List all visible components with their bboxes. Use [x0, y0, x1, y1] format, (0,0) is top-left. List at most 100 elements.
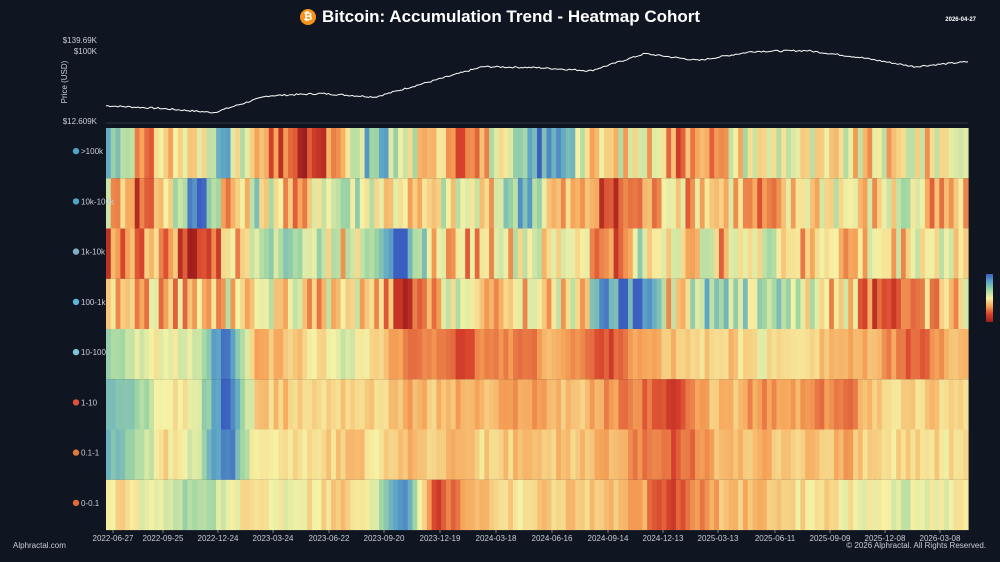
heat-cell — [441, 429, 447, 480]
heat-cell — [829, 178, 835, 229]
heat-cell — [106, 228, 112, 279]
heat-cell — [776, 178, 782, 229]
heat-cell — [637, 479, 643, 531]
heat-cell — [216, 128, 222, 179]
heat-cell — [714, 228, 720, 279]
heat-cell — [738, 278, 744, 330]
heat-cell — [129, 128, 136, 179]
heat-cell — [762, 329, 768, 380]
heat-cell — [259, 329, 265, 380]
heat-cell — [805, 278, 811, 330]
heat-cell — [216, 429, 222, 480]
heat-cell — [948, 379, 955, 430]
heat-cell — [311, 429, 318, 480]
heat-cell — [814, 479, 821, 531]
heat-cell — [192, 479, 198, 531]
heat-cell — [484, 379, 490, 430]
heat-cell — [446, 329, 452, 380]
heat-cell — [728, 278, 734, 330]
heat-cell — [446, 479, 452, 531]
heat-cell — [273, 278, 279, 330]
heat-cell — [503, 178, 509, 229]
heat-cell — [575, 479, 581, 531]
heat-cell — [857, 178, 864, 229]
heat-cell — [627, 228, 634, 279]
heat-cell — [584, 429, 591, 480]
heat-cell — [484, 128, 490, 179]
heat-cell — [891, 128, 897, 179]
heat-cell — [278, 178, 284, 229]
heat-cell — [364, 178, 370, 229]
heat-cell — [120, 379, 126, 430]
heat-cell — [273, 379, 279, 430]
heat-cell — [522, 429, 529, 480]
heat-cell — [829, 479, 835, 531]
heat-cell — [747, 379, 754, 430]
heat-cell — [201, 479, 208, 531]
heat-cell — [570, 178, 576, 229]
source-watermark: Alphractal.com — [13, 541, 66, 550]
heat-cell — [436, 379, 442, 430]
heat-cell — [623, 278, 629, 330]
heat-cell — [872, 128, 878, 179]
heat-cell — [790, 178, 797, 229]
heat-cell — [661, 479, 667, 531]
heat-cell — [560, 128, 567, 179]
heat-cell — [929, 128, 936, 179]
heat-cell — [867, 228, 873, 279]
heat-cell — [465, 178, 471, 229]
heat-cell — [915, 329, 921, 380]
heat-cell — [292, 379, 299, 430]
heat-cell — [450, 228, 457, 279]
heat-cell — [355, 278, 361, 330]
heat-cell — [881, 228, 888, 279]
heat-cell — [259, 128, 265, 179]
heat-cell — [661, 178, 667, 229]
heat-cell — [929, 479, 936, 531]
heat-cell — [383, 329, 390, 380]
heat-cell — [857, 379, 864, 430]
heat-cell — [173, 329, 179, 380]
heat-cell — [206, 379, 212, 430]
heat-cell — [704, 128, 710, 179]
x-tick-label: 2025-06-11 — [755, 534, 796, 543]
heat-cell — [484, 228, 490, 279]
heat-cell — [383, 128, 390, 179]
heat-cell — [278, 128, 284, 179]
heat-cell — [106, 379, 112, 430]
heat-cell — [407, 379, 414, 430]
heat-cell — [580, 429, 586, 480]
heat-cell — [374, 329, 380, 380]
heat-cell — [537, 278, 543, 330]
heat-cell — [254, 278, 260, 330]
heat-cell — [853, 128, 859, 179]
heat-cell — [656, 329, 663, 380]
heat-cell — [287, 479, 294, 531]
heat-cell — [891, 429, 897, 480]
price-line — [106, 49, 969, 114]
heat-cell — [809, 329, 816, 380]
x-tick-label: 2022-06-27 — [93, 534, 134, 543]
heat-cell — [110, 178, 117, 229]
heat-cell — [848, 479, 854, 531]
heat-cell — [575, 329, 581, 380]
heat-cell — [196, 178, 203, 229]
heat-cell — [398, 178, 404, 229]
heat-cell — [129, 278, 136, 330]
heat-cell — [484, 178, 490, 229]
heat-cell — [508, 178, 514, 229]
color-scale-legend — [986, 274, 993, 322]
heat-cell — [192, 278, 198, 330]
heat-cell — [139, 379, 145, 430]
heat-cell — [900, 278, 907, 330]
heat-cell — [110, 429, 117, 480]
heat-cell — [292, 479, 299, 531]
heat-cell — [369, 429, 375, 480]
heat-cell — [580, 479, 586, 531]
heat-cell — [340, 479, 347, 531]
heat-cell — [877, 479, 883, 531]
heat-cell — [426, 128, 433, 179]
heat-cell — [517, 228, 524, 279]
heat-cell — [805, 228, 811, 279]
heat-cell — [771, 429, 778, 480]
